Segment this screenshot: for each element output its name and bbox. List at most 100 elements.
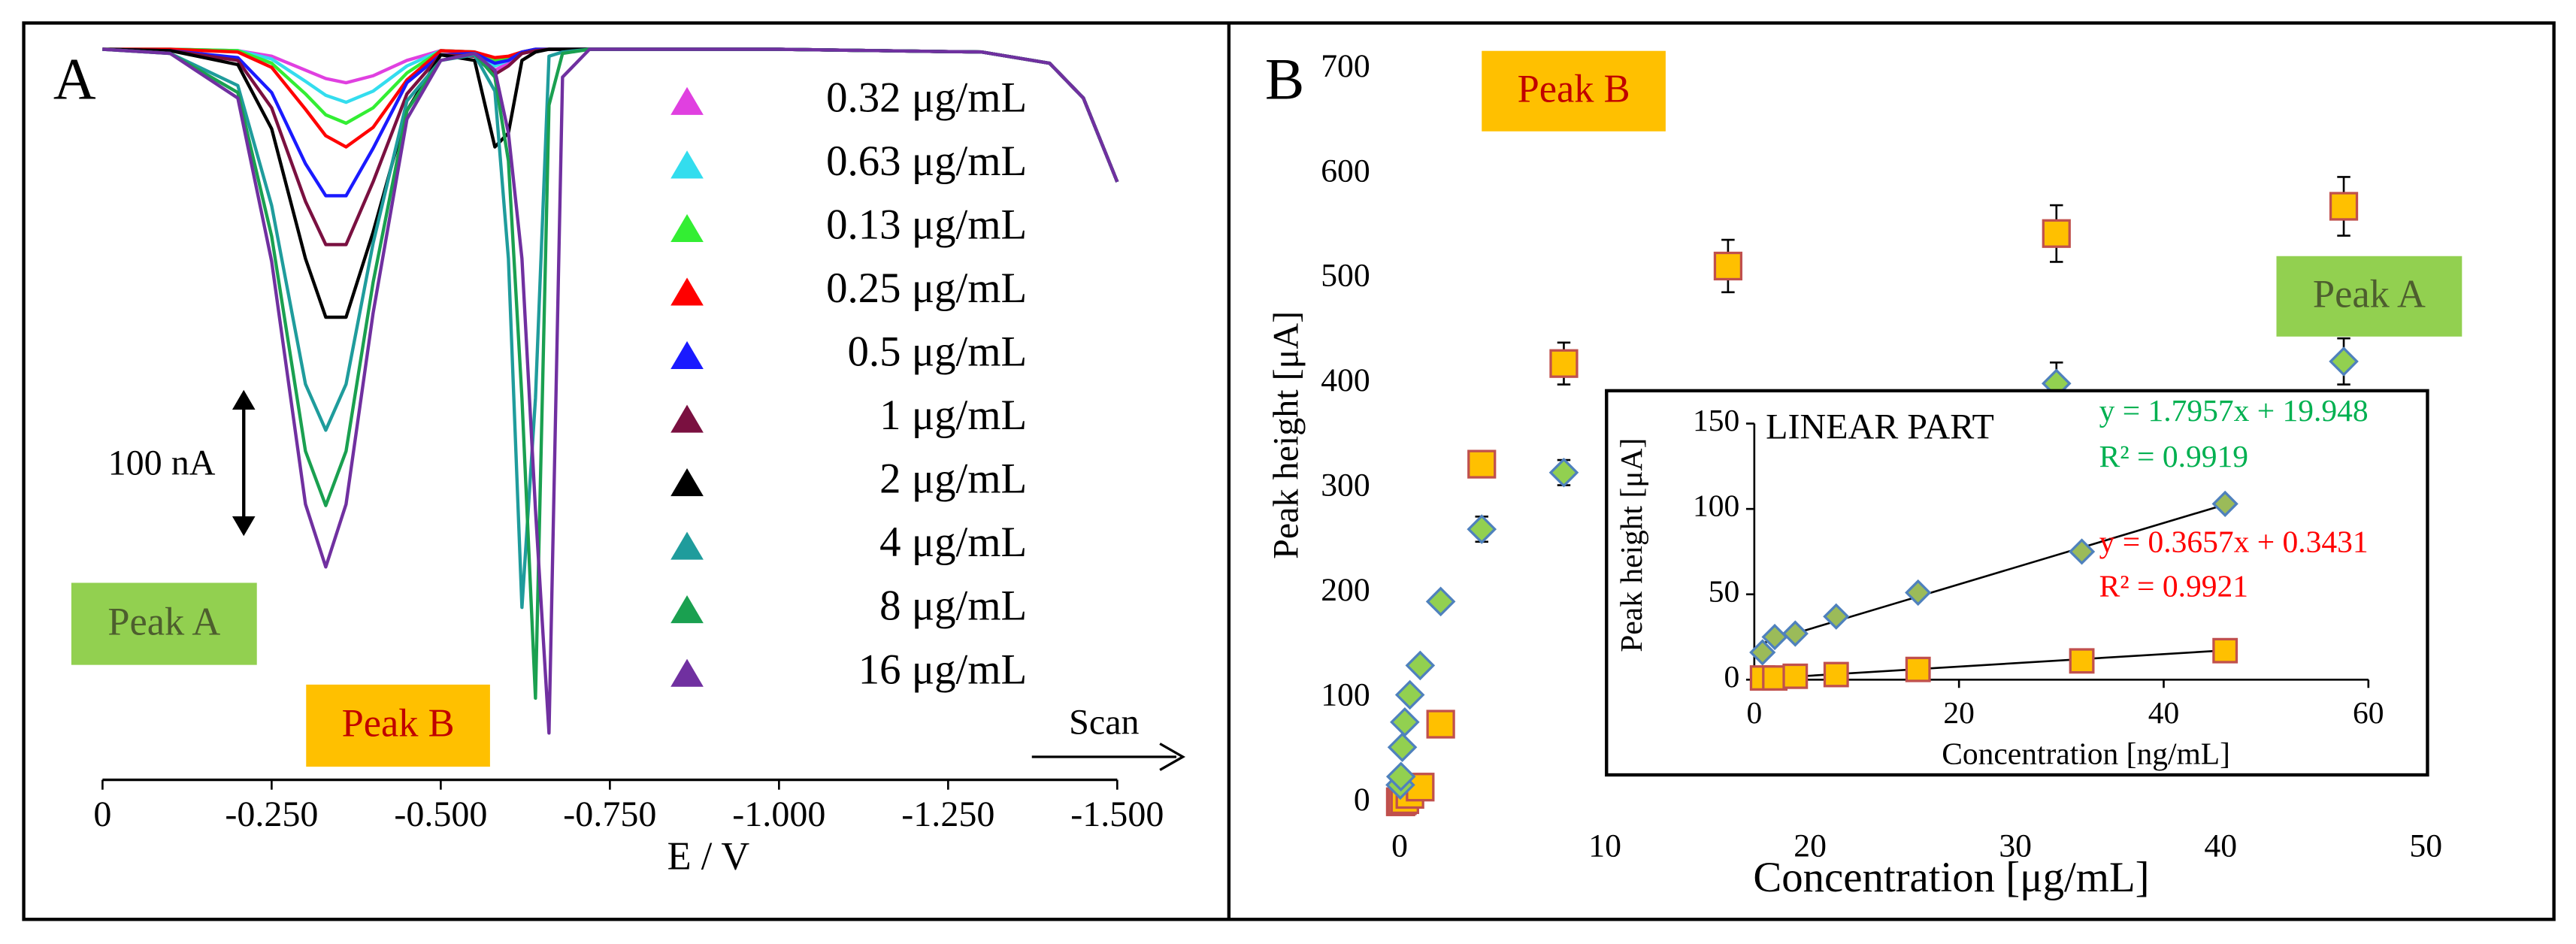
legend-box	[1482, 50, 1666, 132]
x-tick-label: 40	[2204, 828, 2237, 864]
y-tick-label: 150	[1693, 403, 1739, 437]
legend-marker	[670, 86, 704, 115]
scale-bar-label: 100 nA	[108, 443, 216, 483]
annotation-box	[306, 684, 490, 767]
data-point	[2042, 219, 2071, 248]
y-tick-label: 50	[1709, 573, 1739, 608]
legend-marker	[670, 150, 704, 179]
data-point	[1426, 710, 1455, 739]
x-tick-label: 10	[1588, 828, 1621, 864]
x-tick-label: -1.250	[901, 794, 994, 834]
legend-label: 8 μg/mL	[879, 582, 1027, 630]
legend-label: 4 μg/mL	[879, 519, 1027, 566]
x-tick-label: 50	[2409, 828, 2442, 864]
x-tick-label: 0	[93, 794, 111, 834]
legend-label: 16 μg/mL	[858, 646, 1027, 693]
y-tick-label: 0	[1724, 659, 1739, 694]
x-tick-label: 20	[1794, 828, 1827, 864]
y-tick-label: 200	[1321, 572, 1370, 608]
data-point	[1905, 656, 1931, 682]
scale-bar-arrow	[232, 516, 256, 537]
y-tick-label: 100	[1693, 489, 1739, 523]
data-point	[2329, 192, 2359, 221]
annotation-box	[71, 582, 257, 665]
annotation-text: Peak B	[342, 702, 455, 746]
legend-marker	[670, 658, 704, 687]
data-point	[1782, 663, 1809, 689]
data-point	[1781, 620, 1809, 647]
data-point	[1425, 586, 1456, 617]
legend-label: 0.32 μg/mL	[826, 74, 1027, 121]
x-tick-label: -0.750	[563, 794, 656, 834]
y-tick-label: 300	[1321, 467, 1370, 504]
data-point	[1713, 251, 1743, 281]
data-point	[2329, 346, 2359, 377]
x-axis-label: E / V	[667, 835, 750, 879]
legend-marker	[670, 531, 704, 560]
trendline-r2: R² = 0.9919	[2099, 439, 2248, 474]
x-tick-label: 0	[1746, 695, 1762, 730]
data-point	[1905, 579, 1932, 607]
frame	[22, 21, 2556, 921]
data-point	[2069, 648, 2095, 674]
data-point	[1823, 661, 1849, 688]
y-axis-label: Peak height [μA]	[1267, 311, 1306, 559]
data-point	[2211, 490, 2238, 517]
inset-frame	[1605, 389, 2429, 777]
x-tick-label: -0.500	[394, 794, 487, 834]
scan-arrow-head	[1159, 743, 1186, 771]
legend-marker	[670, 404, 704, 433]
data-point	[1749, 639, 1776, 666]
legend-label: 0.25 μg/mL	[826, 265, 1027, 312]
scale-bar-arrow	[232, 389, 256, 410]
y-tick-label: 500	[1321, 258, 1370, 294]
annotation-text: Peak A	[107, 600, 220, 643]
y-tick-label: 100	[1321, 677, 1370, 713]
x-tick-label: 60	[2353, 695, 2384, 730]
legend-marker	[670, 277, 704, 306]
legend-marker	[670, 213, 704, 242]
legend-marker	[670, 595, 704, 624]
y-tick-label: 400	[1321, 362, 1370, 398]
inset-title: LINEAR PART	[1766, 407, 1994, 446]
legend-marker	[670, 467, 704, 497]
y-tick-label: 600	[1321, 153, 1370, 189]
trendline-equation: y = 1.7957x + 19.948	[2099, 393, 2369, 428]
data-point	[2212, 637, 2238, 664]
y-axis-label: Peak height [μA]	[1614, 438, 1648, 652]
legend-label: 1 μg/mL	[879, 392, 1027, 439]
x-tick-label: 20	[1943, 695, 1974, 730]
x-axis-label: Concentration [ng/mL]	[1942, 737, 2230, 771]
x-tick-label: -0.250	[225, 794, 318, 834]
legend-box	[2276, 256, 2462, 337]
x-tick-label: 40	[2148, 695, 2180, 730]
legend-label: Peak A	[2313, 272, 2426, 316]
data-point	[1387, 732, 1418, 763]
x-axis-label: Concentration [μg/mL]	[1753, 854, 2149, 901]
trendline-equation: y = 0.3657x + 0.3431	[2099, 525, 2369, 559]
panel-label: A	[53, 47, 96, 113]
data-point	[1548, 457, 1579, 488]
y-tick-label: 0	[1354, 782, 1370, 818]
x-tick-label: 30	[1999, 828, 2032, 864]
legend-marker	[670, 340, 704, 370]
data-point	[1405, 650, 1436, 681]
annotation-text: Scan	[1069, 703, 1139, 743]
y-tick-label: 700	[1321, 48, 1370, 84]
data-point	[1549, 349, 1579, 378]
legend-label: 0.5 μg/mL	[848, 328, 1028, 376]
data-point	[1467, 449, 1497, 479]
legend-label: 0.13 μg/mL	[826, 201, 1027, 249]
x-tick-label: -1.000	[732, 794, 825, 834]
legend-label: 0.63 μg/mL	[826, 138, 1027, 185]
data-point	[1467, 514, 1497, 544]
voltammogram-line	[102, 47, 1119, 735]
data-point	[2068, 538, 2096, 565]
data-point	[1762, 665, 1788, 691]
data-point	[1390, 706, 1420, 737]
data-point	[1823, 603, 1850, 630]
trendline-r2: R² = 0.9921	[2099, 569, 2248, 604]
legend-label: 2 μg/mL	[879, 455, 1027, 503]
x-tick-label: -1.500	[1070, 794, 1164, 834]
